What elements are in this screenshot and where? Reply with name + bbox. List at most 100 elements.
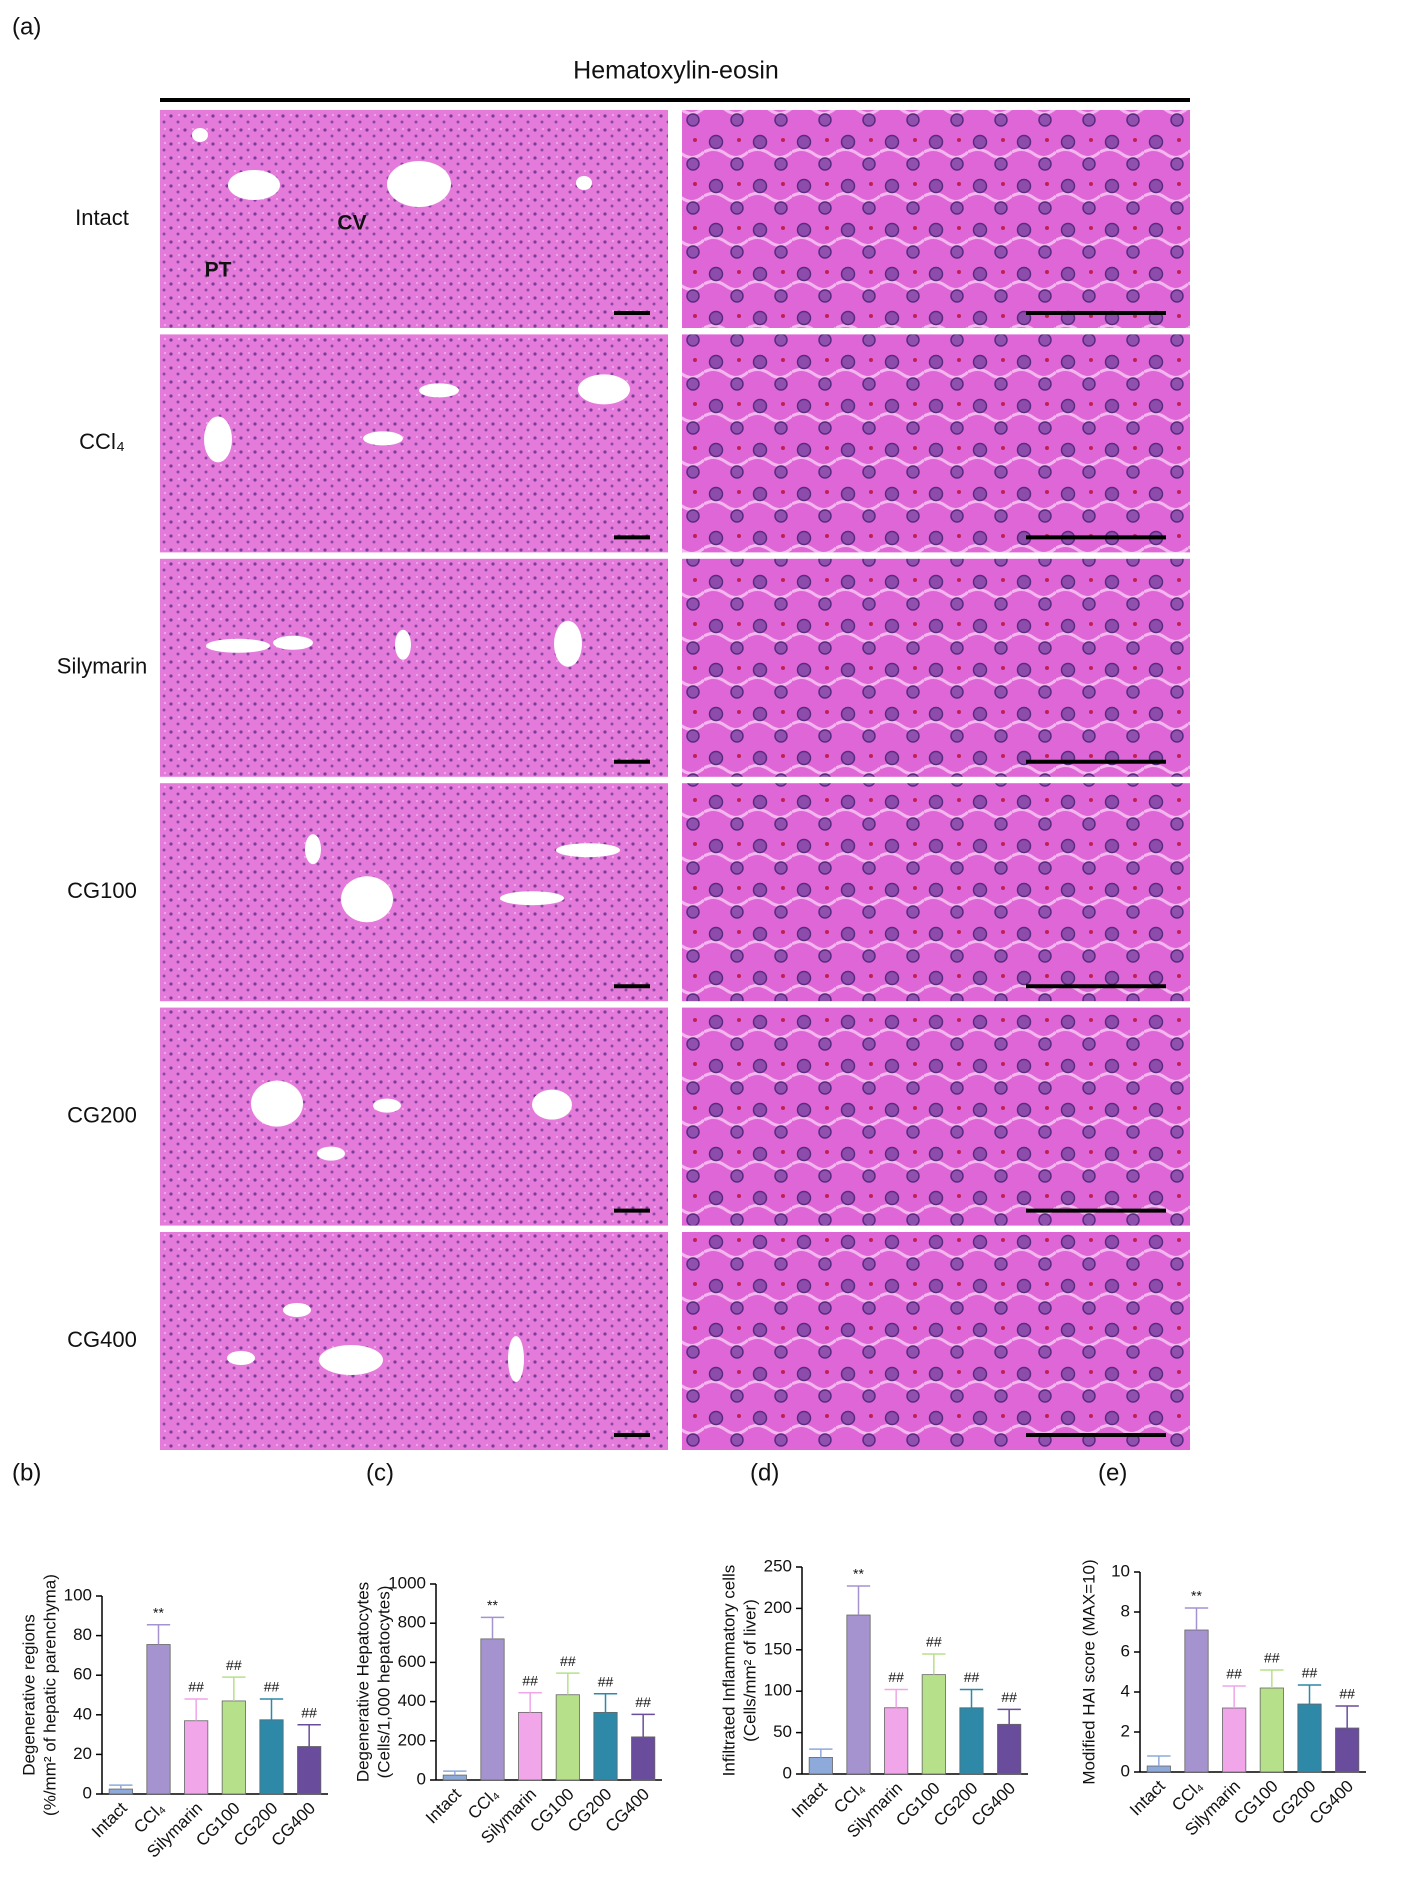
- row-label: Silymarin: [57, 654, 147, 679]
- y-tick-label: 0: [783, 1763, 792, 1782]
- error-bar: [1147, 1755, 1171, 1766]
- bar: [221, 1700, 246, 1795]
- vessel: [341, 876, 393, 923]
- significance-label: **: [1191, 1588, 1202, 1604]
- vessel: [319, 1345, 383, 1375]
- y-tick-label: 2: [1121, 1721, 1130, 1740]
- error-bar: [884, 1688, 908, 1708]
- vessel: [228, 170, 280, 200]
- panel-label: (e): [1098, 1459, 1127, 1486]
- bar: [259, 1719, 284, 1795]
- vessel: [305, 834, 321, 865]
- error-bar: [1260, 1669, 1284, 1688]
- bar: [593, 1711, 618, 1781]
- vessel: [206, 638, 270, 653]
- bar: [1184, 1629, 1209, 1773]
- significance-label: ##: [964, 1669, 980, 1685]
- histology-low: [160, 334, 668, 553]
- error-bar: [556, 1672, 580, 1695]
- bar: [1259, 1687, 1284, 1773]
- histology-low: [160, 1232, 668, 1450]
- histology-high: [682, 1007, 1190, 1226]
- error-bar: [922, 1653, 946, 1675]
- significance-label: ##: [926, 1634, 942, 1650]
- vessel: [204, 416, 232, 463]
- significance-label: ##: [888, 1669, 904, 1685]
- error-bar: [109, 1784, 133, 1790]
- y-axis-label: Degenerative Hepatocytes: [353, 1582, 372, 1782]
- y-axis-label: Degenerative regions: [19, 1614, 38, 1776]
- x-tick-label: Intact: [1126, 1776, 1169, 1819]
- vessel: [283, 1303, 311, 1317]
- significance-label: ##: [188, 1679, 204, 1695]
- vessel: [419, 383, 459, 398]
- bar: [297, 1746, 322, 1795]
- histology-high: [682, 1232, 1190, 1450]
- y-tick-label: 400: [398, 1691, 426, 1710]
- histology-high: [682, 110, 1190, 328]
- significance-label: ##: [560, 1653, 576, 1669]
- significance-label: **: [153, 1604, 164, 1620]
- y-tick-label: 40: [73, 1704, 92, 1723]
- bar: [884, 1707, 909, 1775]
- vessel: [363, 431, 403, 446]
- error-bar: [518, 1692, 542, 1713]
- row-label: CG200: [67, 1102, 137, 1127]
- error-bar: [631, 1713, 655, 1737]
- y-tick-label: 100: [764, 1681, 792, 1700]
- annotation: PT: [205, 259, 232, 282]
- significance-label: ##: [635, 1694, 651, 1710]
- error-bar: [1297, 1684, 1322, 1704]
- vessel: [395, 629, 411, 660]
- histology-low: [160, 558, 668, 777]
- vessel: [387, 161, 451, 207]
- y-axis-label: (Cells/1,000 hepatocytes): [374, 1586, 393, 1779]
- significance-label: **: [487, 1597, 498, 1613]
- significance-label: ##: [598, 1673, 614, 1689]
- bar: [518, 1711, 543, 1781]
- vessel: [251, 1080, 303, 1127]
- significance-label: ##: [264, 1679, 280, 1695]
- bar: [555, 1694, 580, 1781]
- y-axis-label: (Cells/mm² of liver): [740, 1599, 759, 1742]
- panel-label: (d): [750, 1459, 779, 1486]
- row-label: CG100: [67, 878, 137, 903]
- bar: [997, 1723, 1022, 1775]
- y-tick-label: 60: [73, 1665, 92, 1684]
- significance-label: **: [853, 1566, 864, 1582]
- significance-label: ##: [1339, 1686, 1355, 1702]
- panel-label: (c): [366, 1459, 394, 1486]
- y-tick-label: 10: [1111, 1561, 1130, 1580]
- y-tick-label: 600: [398, 1652, 426, 1671]
- vessel: [508, 1336, 524, 1382]
- bar: [1335, 1727, 1360, 1773]
- bar: [921, 1674, 946, 1775]
- vessel: [556, 843, 620, 858]
- bar: [808, 1757, 833, 1775]
- y-tick-label: 6: [1121, 1641, 1130, 1660]
- error-bar: [1184, 1607, 1209, 1630]
- row-label: Intact: [75, 205, 129, 230]
- annotation: CV: [337, 212, 366, 235]
- error-bar: [809, 1748, 833, 1758]
- significance-label: ##: [1264, 1650, 1280, 1666]
- error-bar: [222, 1676, 246, 1701]
- vessel: [373, 1098, 401, 1113]
- vessel: [192, 128, 208, 142]
- y-axis-label: Infiltrated Inflammatory cells: [719, 1565, 738, 1777]
- y-axis-label: (%/mm² of hepatic parenchyma): [40, 1574, 59, 1816]
- y-tick-label: 8: [1121, 1601, 1130, 1620]
- row-label: CG400: [67, 1327, 137, 1352]
- panel-label: (b): [12, 1459, 41, 1486]
- histology-high: [682, 783, 1190, 1002]
- error-bar: [259, 1698, 284, 1720]
- histology-high: [682, 334, 1190, 553]
- bar: [108, 1788, 133, 1795]
- y-tick-label: 80: [73, 1625, 92, 1644]
- bar: [1146, 1765, 1171, 1773]
- row-label: CCl₄: [79, 429, 125, 454]
- error-bar: [297, 1723, 321, 1747]
- significance-label: ##: [226, 1657, 242, 1673]
- y-tick-label: 0: [83, 1783, 92, 1802]
- error-bar: [997, 1708, 1021, 1725]
